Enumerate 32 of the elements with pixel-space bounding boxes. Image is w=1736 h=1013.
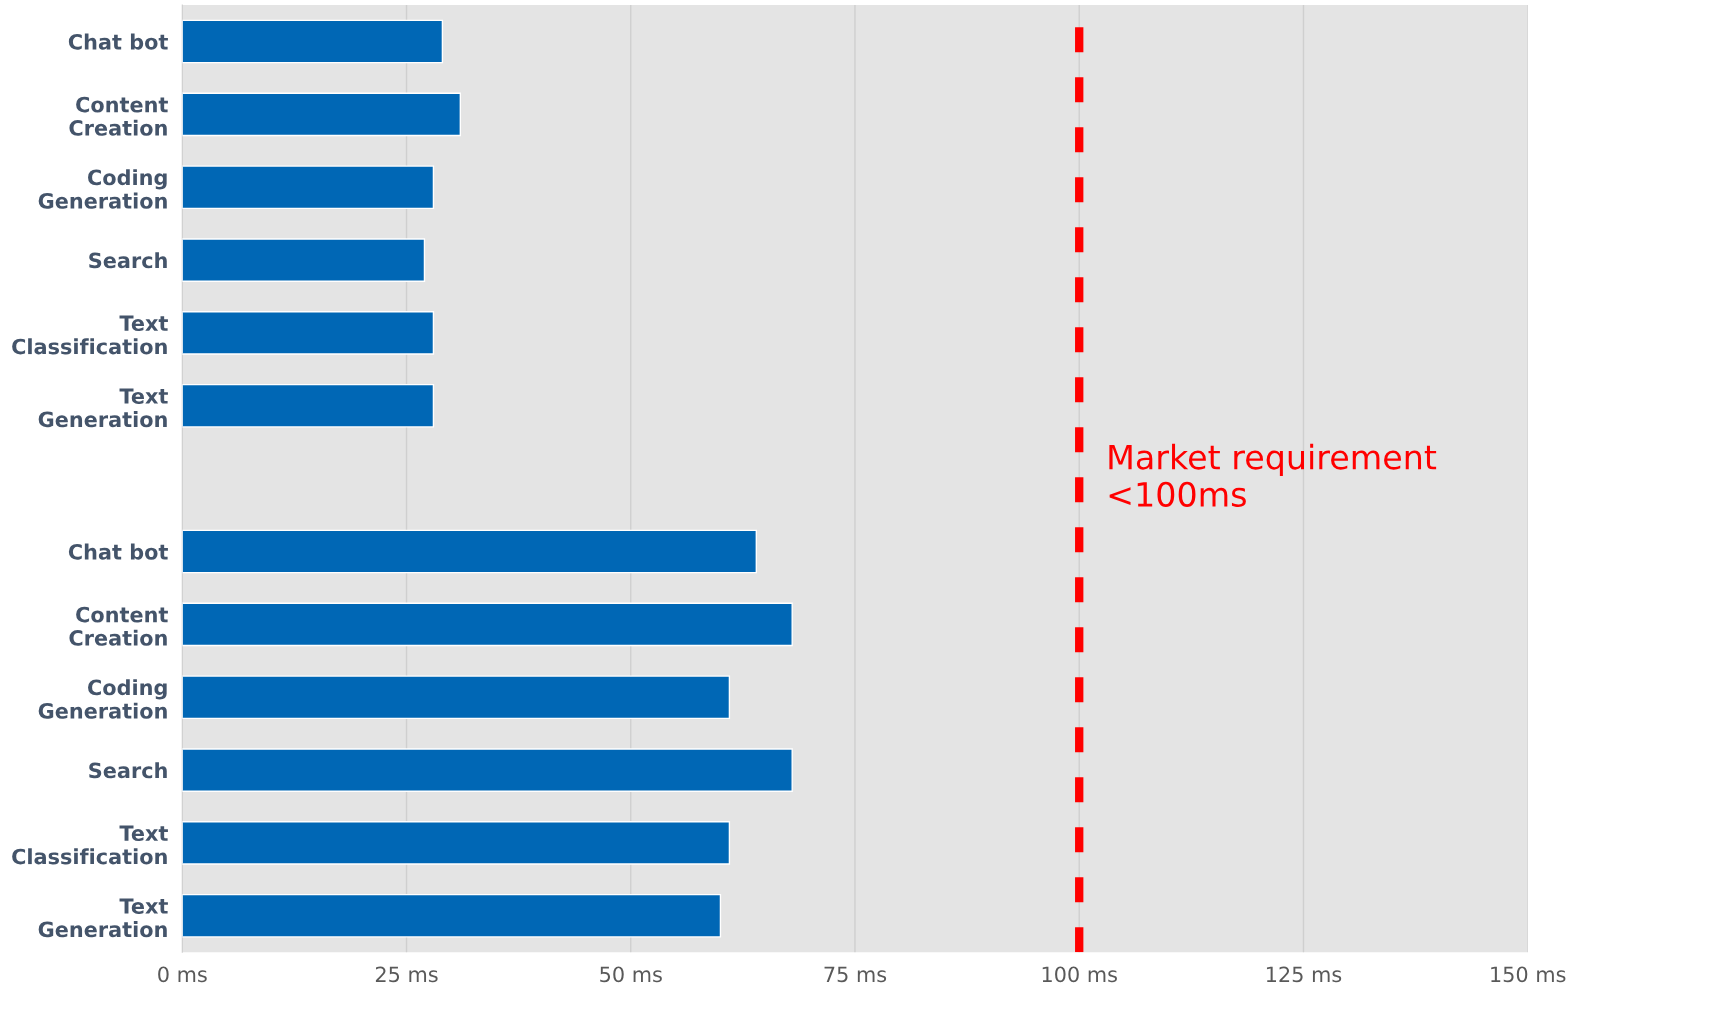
y-tick-label: Content Creation [69, 606, 168, 646]
y-tick-label: Chat bot [68, 33, 168, 50]
bar [182, 165, 435, 210]
bar [182, 19, 444, 64]
x-tick-label: 100 ms [1042, 966, 1117, 983]
y-tick-label: Text Classification [12, 825, 168, 865]
y-tick-label: Text Classification [12, 315, 168, 355]
bar [182, 602, 793, 647]
x-tick-label: 75 ms [824, 966, 887, 983]
x-tick-label: 125 ms [1266, 966, 1342, 983]
y-tick-label: Text Generation [38, 388, 168, 428]
bar [182, 311, 435, 355]
y-tick-label: Content Creation [69, 96, 168, 136]
ref-line-label: Market requirement <100ms [1109, 443, 1437, 507]
x-tick-label: 50 ms [600, 966, 662, 983]
bar [182, 821, 731, 865]
x-tick-label: 150 ms [1491, 966, 1566, 983]
bar [182, 238, 426, 282]
bar [182, 893, 722, 938]
y-tick-label: Coding Generation [38, 169, 167, 209]
bar [182, 675, 731, 720]
y-tick-label: Chat bot [68, 543, 168, 560]
x-tick-label: 0 ms [158, 966, 207, 983]
bar [182, 383, 435, 428]
y-tick-label: Coding Generation [38, 679, 167, 719]
y-tick-label: Search [89, 252, 167, 269]
bar [182, 92, 462, 137]
bar [182, 748, 793, 792]
bar [182, 529, 758, 574]
y-tick-label: Text Generation [38, 898, 168, 938]
x-tick-label: 25 ms [375, 966, 438, 983]
y-tick-label: Search [89, 762, 167, 779]
